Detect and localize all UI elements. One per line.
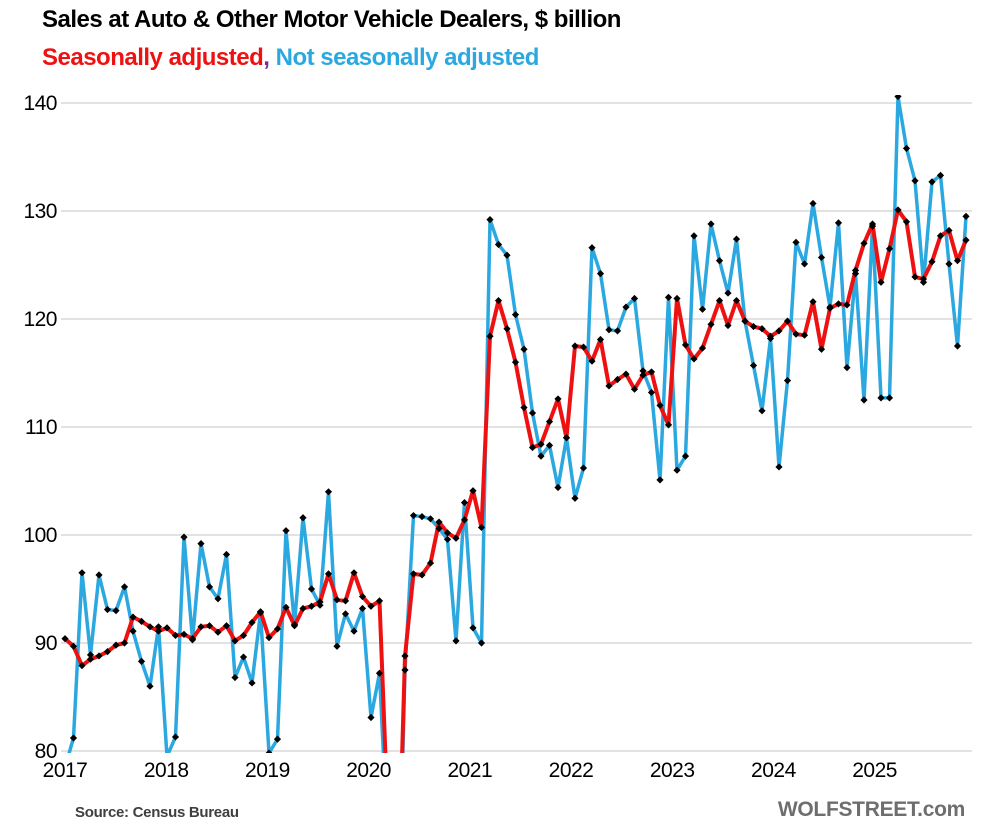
watermark: WOLFSTREET.com xyxy=(777,798,965,821)
x-axis-label-2022: 2022 xyxy=(549,759,594,782)
x-axis-label-2017: 2017 xyxy=(43,759,88,782)
x-axis-label-2018: 2018 xyxy=(144,759,189,782)
data-point-markers xyxy=(61,95,970,753)
x-axis-label-2023: 2023 xyxy=(650,759,695,782)
source-note: Source: Census Bureau xyxy=(75,804,239,821)
legend-separator: , xyxy=(263,44,276,71)
legend-seasonally-adjusted: Seasonally adjusted xyxy=(42,44,264,71)
y-axis-label-130: 130 xyxy=(23,200,57,223)
y-axis-label-120: 120 xyxy=(23,308,57,331)
series-line-not-seasonally-adjusted xyxy=(67,95,968,753)
x-axis-label-2025: 2025 xyxy=(852,759,897,782)
y-axis-label-80: 80 xyxy=(35,740,57,763)
x-axis-label-2019: 2019 xyxy=(245,759,290,782)
chart-title: Sales at Auto & Other Motor Vehicle Deal… xyxy=(42,6,621,33)
y-axis-label-110: 110 xyxy=(25,416,57,439)
chart-legend: Seasonally adjusted, Not seasonally adju… xyxy=(42,44,539,72)
x-axis-label-2020: 2020 xyxy=(346,759,391,782)
legend-not-seasonally-adjusted: Not seasonally adjusted xyxy=(275,44,540,71)
x-axis-label-2021: 2021 xyxy=(447,759,492,782)
x-axis-label-2024: 2024 xyxy=(751,759,797,782)
y-axis-label-90: 90 xyxy=(35,632,57,655)
y-axis-label-100: 100 xyxy=(23,524,57,547)
y-axis-label-140: 140 xyxy=(23,92,57,115)
